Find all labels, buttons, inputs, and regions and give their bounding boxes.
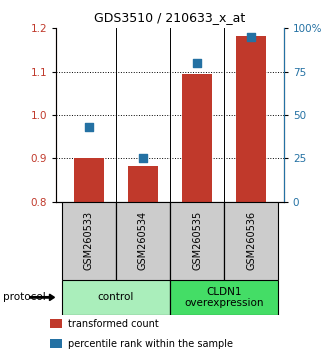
Bar (128, 166, 158, 202)
Bar (74, 158, 104, 202)
Text: percentile rank within the sample: percentile rank within the sample (68, 339, 233, 349)
Bar (236, 36, 266, 202)
Bar (182, 74, 212, 202)
FancyBboxPatch shape (170, 202, 224, 280)
Point (140, 155, 146, 161)
Text: control: control (98, 292, 134, 302)
Text: GSM260535: GSM260535 (192, 211, 202, 270)
Point (194, 60, 200, 66)
Point (248, 34, 254, 40)
Text: GSM260534: GSM260534 (138, 211, 148, 270)
Bar (50, 319, 62, 327)
FancyBboxPatch shape (170, 280, 279, 315)
Point (86, 124, 91, 130)
FancyBboxPatch shape (116, 202, 170, 280)
Text: GSM260533: GSM260533 (83, 211, 94, 270)
FancyBboxPatch shape (61, 280, 170, 315)
FancyBboxPatch shape (224, 202, 279, 280)
Text: GSM260536: GSM260536 (246, 211, 256, 270)
Text: protocol: protocol (3, 292, 46, 302)
Text: transformed count: transformed count (68, 319, 159, 329)
FancyBboxPatch shape (61, 202, 116, 280)
Bar (50, 339, 62, 348)
Title: GDS3510 / 210633_x_at: GDS3510 / 210633_x_at (94, 11, 246, 24)
Text: CLDN1
overexpression: CLDN1 overexpression (184, 286, 264, 308)
